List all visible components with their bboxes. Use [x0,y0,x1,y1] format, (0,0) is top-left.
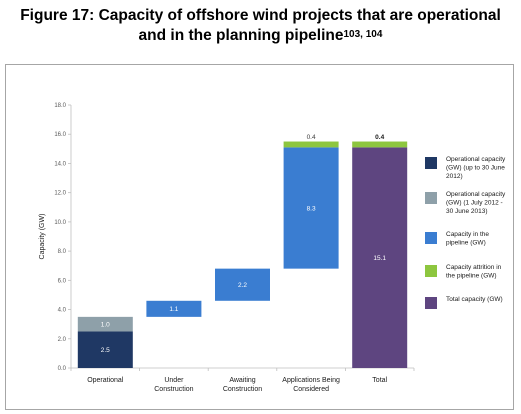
y-tick-label: 2.0 [58,337,67,343]
chart-axes: 0.0 2.0 4.0 6.0 8.0 10.0 12.0 14.0 16.0 18.0 Opera… [39,103,415,393]
figure-title-line1: Figure 17: Capacity of offshore wind pro… [20,7,501,24]
legend-swatch [425,232,437,244]
bar-segment [77,331,133,368]
legend-swatch [425,157,437,169]
data-label: 15.1 [373,255,386,262]
legend-label: Operational capacity (GW) (up to 30 June 2… [446,156,506,180]
data-label: 2.2 [238,282,247,289]
chart-legend: Operational capacity (GW) (up to 30 June 2… [425,156,506,309]
legend-swatch [425,265,437,277]
data-label: 2.5 [101,347,110,354]
y-axis-title: Capacity (GW) [39,214,46,260]
y-tick-label: 18.0 [54,103,66,109]
bar-segment [283,141,339,148]
data-label: 8.3 [307,205,316,212]
chart-bars [77,141,408,368]
legend-swatch [425,192,437,204]
data-label: 0.4 [307,134,316,141]
chart-labels: 2.5 1.0 1.1 2.2 8.3 0.4 15.1 0.4 [101,134,387,354]
x-category-label: Total [372,377,387,384]
data-label: 0.4 [375,134,384,141]
footnote-refs: 103, 104 [343,29,383,40]
x-category-label: Applications Being Considered [282,377,340,393]
figure-title-line2-text: and in the planning pipeline [138,27,344,44]
bar-segment [77,316,133,332]
bar-segment [146,300,202,317]
y-tick-label: 14.0 [54,161,66,167]
legend-label: Total capacity (GW) [446,296,503,303]
legend-label: Operational capacity (GW) (1 July 2012 -3… [446,191,506,215]
legend-swatch [425,297,437,309]
figure-title-line2: and in the planning pipeline103, 104 [0,26,521,48]
bar-segment [283,147,339,269]
x-category-label: Awaiting Construction [223,377,262,393]
y-tick-label: 16.0 [54,132,66,138]
x-category-label: Operational [87,377,124,384]
y-tick-label: 4.0 [58,308,67,314]
legend-label: Capacity attrition in the pipeline (GW) [446,264,502,280]
bar-segment [352,147,408,368]
y-tick-label: 6.0 [58,278,67,284]
bar-segment [215,268,270,301]
y-tick-label: 0.0 [58,366,67,372]
data-label: 1.0 [101,321,110,328]
bar-segment [352,141,408,148]
y-tick-label: 8.0 [58,249,67,255]
x-category-label: Under Construction [154,377,193,393]
y-tick-label: 10.0 [54,220,66,226]
legend-label: Capacity in the pipeline (GW) [446,231,489,247]
y-tick-label: 12.0 [54,191,66,197]
figure-title: Figure 17: Capacity of offshore wind pro… [0,6,521,48]
data-label: 1.1 [169,306,178,313]
